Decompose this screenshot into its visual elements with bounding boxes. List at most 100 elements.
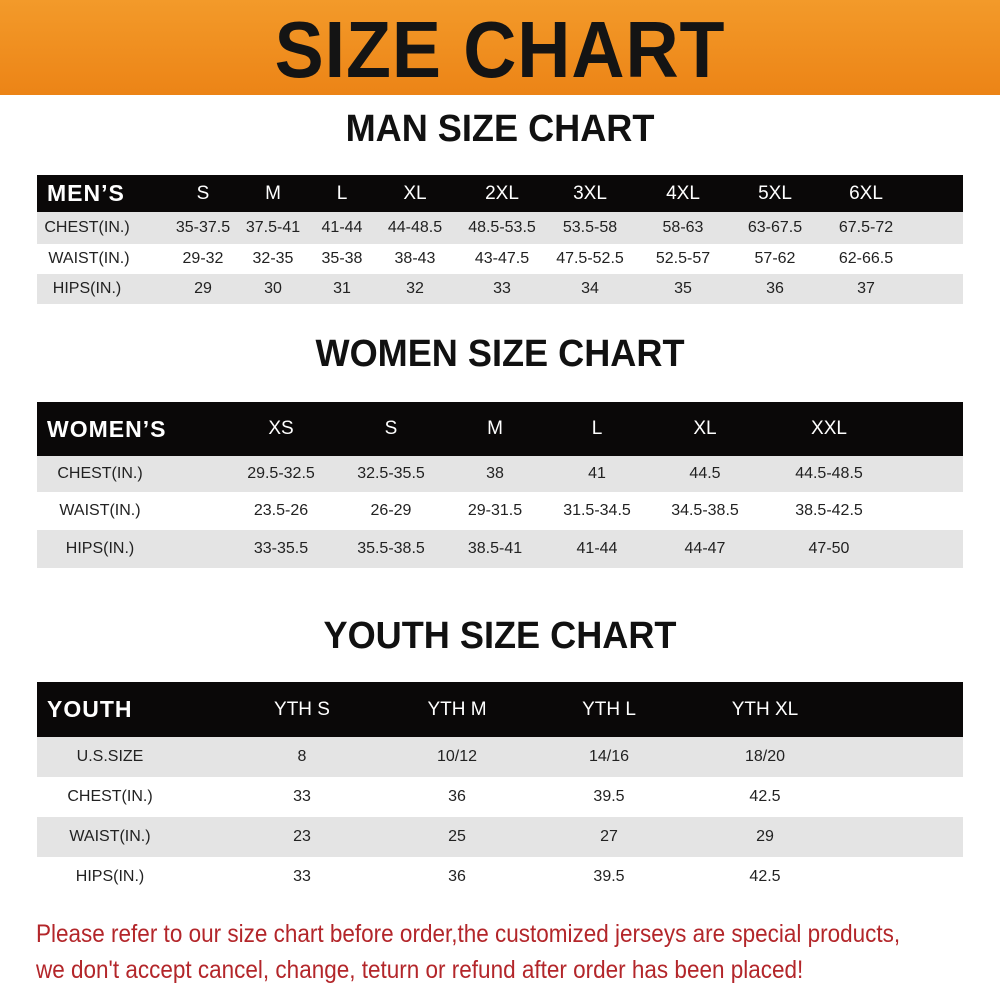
measurement-cell: 37: [857, 280, 875, 297]
size-column-header: XL: [403, 182, 427, 204]
measurement-cell: 44.5: [689, 465, 721, 482]
table-row: WAIST(IN.) 29-32 32-35 35-38 38-43 43-47.5 47.…: [37, 244, 963, 274]
size-column-header: 2XL: [485, 182, 519, 204]
measurement-cell: 52.5-57: [655, 250, 711, 267]
measurement-cell: 35: [674, 280, 692, 297]
measurement-cell: 38: [486, 465, 504, 482]
table-row: CHEST(IN.) 35-37.5 37.5-41 41-44 44-48.5 48.5…: [37, 212, 963, 244]
size-column-header: S: [196, 182, 210, 204]
size-column-header: 3XL: [573, 182, 607, 204]
measurement-cell: 35.5-38.5: [357, 540, 425, 557]
measurement-cell: 25: [448, 828, 466, 845]
table-row: CHEST(IN.) 33 36 39.5 42.5: [37, 777, 963, 817]
measurement-cell: 34: [581, 280, 599, 297]
men-section-title: MAN SIZE CHART: [345, 108, 655, 150]
measurement-cell: 29-31.5: [467, 502, 523, 519]
measurement-cell: 32.5-35.5: [357, 465, 425, 482]
size-column-header: XXL: [811, 418, 847, 439]
measurement-cell: 33-35.5: [253, 540, 309, 557]
row-label: HIPS(IN.): [75, 868, 145, 885]
measurement-cell: 42.5: [749, 788, 781, 805]
size-column-header: XL: [693, 418, 717, 439]
measurement-cell: 33: [493, 280, 511, 297]
size-column-header: YTH M: [427, 698, 487, 720]
measurement-cell: 31: [333, 280, 351, 297]
measurement-cell: 41-44: [321, 219, 363, 236]
page-title: SIZE CHART: [274, 5, 726, 94]
measurement-cell: 31.5-34.5: [563, 502, 631, 519]
men-header-row: MEN’S S M L XL 2XL 3XL 4XL 5XL 6XL: [37, 175, 963, 212]
size-column-header: 5XL: [758, 182, 792, 204]
size-column-header: L: [336, 182, 348, 204]
measurement-cell: 58-63: [662, 219, 704, 236]
row-label: CHEST(IN.): [67, 788, 153, 805]
size-column-header: XS: [268, 418, 294, 439]
table-row: WAIST(IN.) 23.5-26 26-29 29-31.5 31.5-34.5 34…: [37, 492, 963, 530]
measurement-cell: 35-37.5: [175, 219, 231, 236]
measurement-cell: 48.5-53.5: [468, 219, 536, 236]
measurement-cell: 36: [766, 280, 784, 297]
measurement-cell: 32-35: [252, 250, 294, 267]
youth-header-label: YOUTH: [47, 696, 133, 722]
size-column-header: 4XL: [666, 182, 700, 204]
measurement-cell: 29: [756, 828, 774, 845]
measurement-cell: 47-50: [808, 540, 850, 557]
women-section-title: WOMEN SIZE CHART: [315, 333, 685, 375]
measurement-cell: 62-66.5: [838, 250, 894, 267]
table-row: HIPS(IN.) 29 30 31 32 33 34 35 36 37: [37, 274, 963, 304]
measurement-cell: 23: [293, 828, 311, 845]
measurement-cell: 34.5-38.5: [671, 502, 739, 519]
measurement-cell: 30: [264, 280, 282, 297]
measurement-cell: 29-32: [182, 250, 224, 267]
title-banner: SIZE CHART: [0, 0, 1000, 95]
measurement-cell: 44-48.5: [387, 219, 443, 236]
youth-header-row: YOUTH YTH S YTH M YTH L YTH XL: [37, 682, 963, 737]
size-column-header: YTH XL: [731, 698, 799, 720]
size-column-header: 6XL: [849, 182, 883, 204]
men-header-label: MEN’S: [47, 180, 125, 206]
measurement-cell: 57-62: [754, 250, 796, 267]
measurement-cell: 32: [406, 280, 424, 297]
row-label: WAIST(IN.): [59, 502, 141, 519]
notice-line-2: we don't accept cancel, change, teturn o…: [36, 956, 804, 984]
row-label: WAIST(IN.): [48, 250, 130, 267]
measurement-cell: 33: [293, 788, 311, 805]
row-label: HIPS(IN.): [52, 280, 122, 297]
measurement-cell: 29.5-32.5: [247, 465, 315, 482]
measurement-cell: 35-38: [321, 250, 363, 267]
measurement-cell: 44.5-48.5: [795, 465, 863, 482]
measurement-cell: 26-29: [370, 502, 412, 519]
size-column-header: S: [384, 418, 398, 439]
measurement-cell: 38-43: [394, 250, 436, 267]
youth-section-title: YOUTH SIZE CHART: [323, 615, 677, 657]
measurement-cell: 39.5: [593, 788, 625, 805]
measurement-cell: 36: [448, 788, 466, 805]
table-row: CHEST(IN.) 29.5-32.5 32.5-35.5 38 41 44.5 44.5…: [37, 456, 963, 492]
row-label: HIPS(IN.): [65, 540, 135, 557]
measurement-cell: 27: [600, 828, 618, 845]
size-column-header: YTH S: [274, 698, 330, 720]
measurement-cell: 29: [194, 280, 212, 297]
table-row: HIPS(IN.) 33 36 39.5 42.5: [37, 857, 963, 897]
measurement-cell: 8: [297, 748, 307, 765]
measurement-cell: 47.5-52.5: [556, 250, 624, 267]
size-column-header: L: [591, 418, 603, 439]
row-label: U.S.SIZE: [76, 748, 144, 765]
measurement-cell: 23.5-26: [253, 502, 309, 519]
measurement-cell: 41: [588, 465, 606, 482]
measurement-cell: 53.5-58: [562, 219, 618, 236]
measurement-cell: 67.5-72: [838, 219, 894, 236]
measurement-cell: 36: [448, 868, 466, 885]
size-column-header: YTH L: [582, 698, 636, 720]
row-label: WAIST(IN.): [69, 828, 151, 845]
table-row: HIPS(IN.) 33-35.5 35.5-38.5 38.5-41 41-44 44-…: [37, 530, 963, 568]
measurement-cell: 43-47.5: [474, 250, 530, 267]
notice-line-1: Please refer to our size chart before or…: [36, 920, 901, 948]
measurement-cell: 42.5: [749, 868, 781, 885]
measurement-cell: 14/16: [588, 748, 630, 765]
measurement-cell: 37.5-41: [245, 219, 301, 236]
measurement-cell: 38.5-42.5: [795, 502, 863, 519]
measurement-cell: 33: [293, 868, 311, 885]
table-row: U.S.SIZE 8 10/12 14/16 18/20: [37, 737, 963, 777]
measurement-cell: 41-44: [576, 540, 618, 557]
